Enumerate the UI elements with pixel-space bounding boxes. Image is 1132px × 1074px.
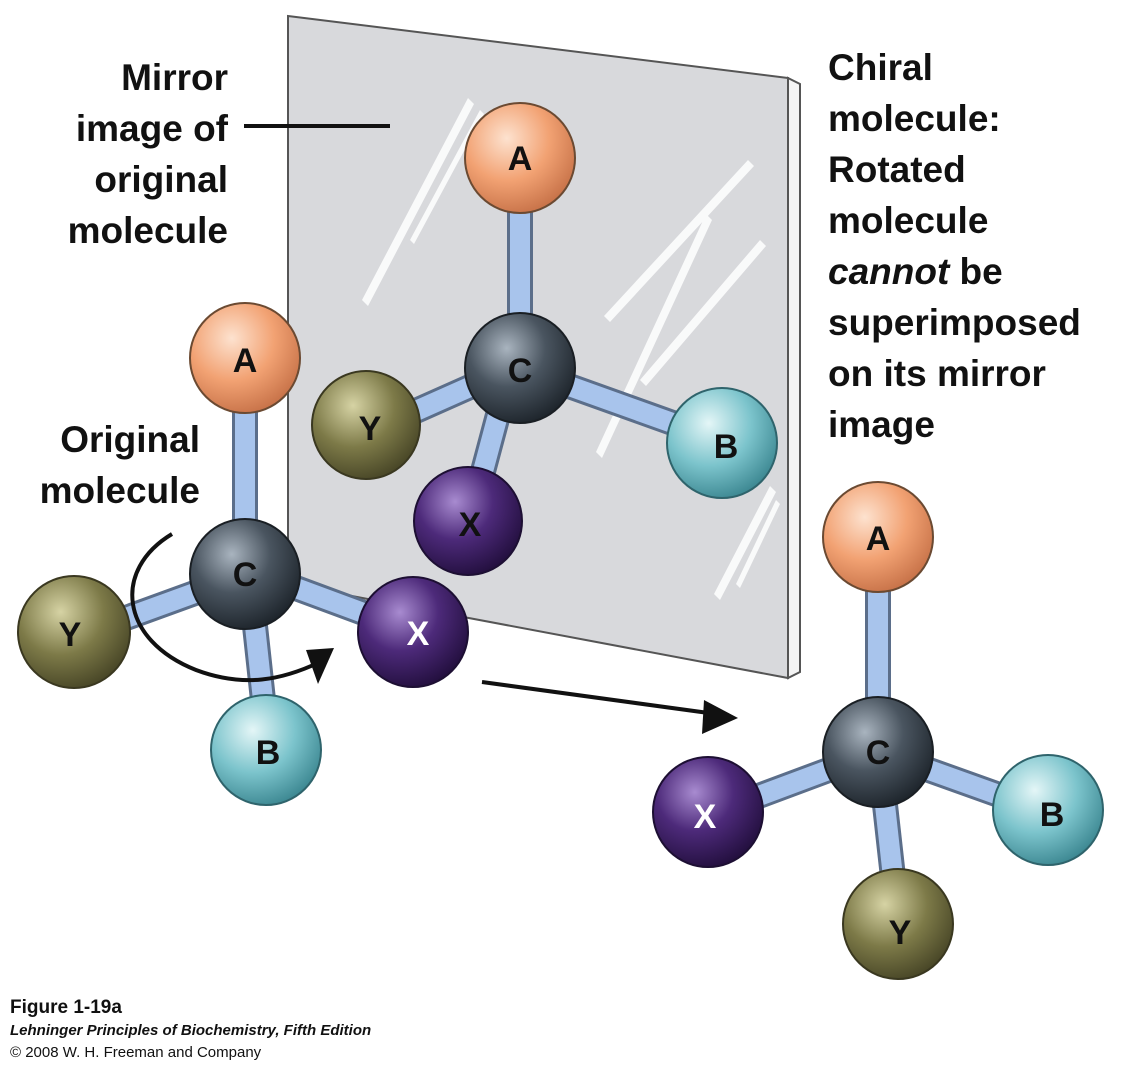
atom-label: X [459,506,482,544]
label-line: original [94,159,228,200]
label-line: Mirror [121,57,228,98]
atom-b: B [210,694,322,806]
label-line: on its mirror [828,353,1046,394]
label-line: cannot be [828,246,1128,297]
label-line: image of [75,108,228,149]
label-line: molecule [67,210,228,251]
rotated-molecule: A X B Y C [652,481,1104,980]
atom-label: B [714,428,739,466]
atom-c: C [189,518,301,630]
label-line: superimposed [828,302,1081,343]
atom-y: Y [17,575,131,689]
rotation-arrow [130,532,321,683]
atom-label: Y [359,410,382,448]
atom-label: A [233,342,258,380]
emphasis-cannot: cannot [828,251,950,292]
label-text: be [949,251,1003,292]
atom-a: A [189,302,301,414]
atom-label: A [508,140,533,178]
atom-y: Y [311,370,421,480]
atom-label: C [866,734,891,772]
atom-b: B [992,754,1104,866]
atom-x: X [357,576,469,688]
figure-number: Figure 1-19a [10,997,122,1018]
label-line: image [828,404,935,445]
atom-x: X [413,466,523,576]
atom-c: C [464,312,576,424]
atom-label: Y [59,616,82,654]
figure-caption: Figure 1-19a Lehninger Principles of Bio… [10,996,371,1064]
atom-a: A [822,481,934,593]
atom-label: X [407,615,430,653]
transform-arrow [481,680,717,716]
atom-label: X [694,798,717,836]
original-molecule-label: Original molecule [10,414,200,516]
atom-label: Y [889,914,912,952]
label-line: molecule [828,200,989,241]
label-line: Rotated [828,149,966,190]
atom-x: X [652,756,764,868]
mirror-image-molecule: A Y B X C [311,102,778,576]
mirror-edge [787,76,801,680]
original-molecule: A Y B C X [17,302,469,806]
atom-c: C [822,696,934,808]
atom-label: C [233,556,258,594]
chiral-molecule-label: Chiral molecule: Rotated molecule cannot… [828,42,1128,450]
label-line: Chiral [828,47,933,88]
atom-label: B [1040,796,1065,834]
atom-label: C [508,352,533,390]
atom-a: A [464,102,576,214]
atom-b: B [666,387,778,499]
rotation-arrowhead [306,648,334,684]
atom-y: Y [842,868,954,980]
label-line: molecule: [828,98,1001,139]
label-line: molecule [39,470,200,511]
mirror-image-label: Mirror image of original molecule [20,52,228,256]
transform-arrowhead [702,700,738,734]
book-title: Lehninger Principles of Biochemistry, Fi… [10,1022,372,1039]
atom-label: B [256,734,281,772]
atom-label: A [866,520,891,558]
label-line: Original [60,419,200,460]
copyright: © 2008 W. H. Freeman and Company [10,1044,262,1061]
mirror-glare [362,98,780,600]
